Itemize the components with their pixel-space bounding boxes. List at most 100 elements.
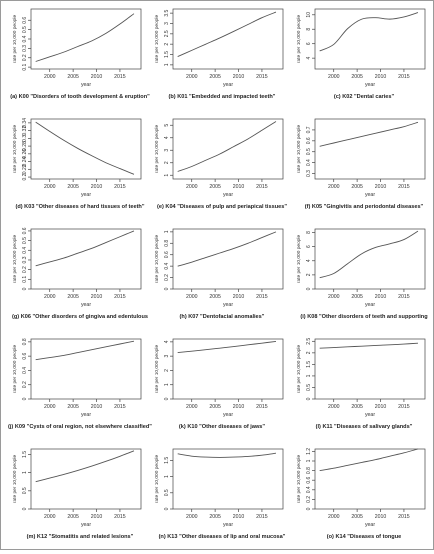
panel-caption: (e) K04 "Diseases of pulp and periapical… [157,204,287,210]
y-tick-label: 0.3 [306,170,312,177]
plot-frame [314,448,426,510]
x-tick-label: 2010 [233,74,245,80]
y-tick-label: 1.2 [306,448,312,455]
y-tick-label: 2 [306,351,312,354]
x-tick-label: 2015 [256,404,268,410]
y-tick-label: 0.8 [22,338,28,345]
y-tick-label: 0.5 [22,26,28,33]
plot-frame [30,338,142,400]
x-tick-label: 2000 [44,514,56,520]
y-axis-label: rate per 10,000 people [12,15,18,64]
y-tick-label: 1 [164,230,170,233]
panel-caption: (h) K07 "Dentofacial anomalies" [180,314,265,320]
y-tick-label: 1 [22,471,28,474]
y-tick-label: 1.5 [306,361,312,368]
y-tick-label: 0 [22,287,28,290]
y-tick-label: 6 [306,42,312,45]
chart-panel-5: 0.3 0.4 0.5 0.6 0.7 2000 2005 2010 2015 rate per … [296,118,426,210]
y-tick-label: 0 [306,397,312,400]
y-tick-label: 3 [164,355,170,358]
y-axis-label: rate per 10,000 people [12,345,18,394]
x-axis-label: year [223,82,233,88]
plot-frame [172,448,284,510]
plot-frame [172,8,284,70]
plot-frame [30,448,142,510]
series-line [177,340,277,354]
x-tick-label: 2015 [114,74,126,80]
y-tick-label: 0 [306,287,312,290]
x-tick-label: 2010 [91,74,103,80]
panel-caption: (c) K02 "Dental caries" [334,94,395,100]
x-axis-label: year [81,412,91,418]
plot-frame [172,228,284,290]
x-tick-label: 2015 [256,294,268,300]
x-tick-label: 2005 [67,74,79,80]
y-tick-label: 0.2 [22,54,28,61]
series-line [177,121,277,172]
plot-frame [172,338,284,400]
plot-frame [172,118,284,180]
x-tick-label: 2000 [186,514,198,520]
x-tick-label: 2010 [375,74,387,80]
plot-frame [30,118,142,180]
x-tick-label: 2010 [375,514,387,520]
x-axis-label: year [81,522,91,528]
x-tick-label: 2015 [398,404,410,410]
series-line [177,11,277,58]
y-tick-label: 0 [22,507,28,510]
y-tick-label: 10 [306,12,312,18]
x-tick-label: 2010 [91,404,103,410]
y-axis-label: rate per 10,000 people [296,15,302,64]
x-tick-label: 2000 [328,404,340,410]
y-tick-label: 4 [164,136,170,139]
y-tick-label: 0.3 [22,256,28,263]
x-tick-label: 2005 [209,184,221,190]
chart-panel-12: 0 0.5 1 1.5 2000 2005 2010 2015 rate per 10,000 … [12,448,142,540]
x-tick-label: 2005 [351,184,363,190]
x-axis-label: year [223,302,233,308]
y-tick-label: 0.1 [22,63,28,70]
y-tick-label: 1.5 [164,51,170,58]
panel-caption: (d) K03 "Other diseases of hard tissues … [15,204,144,210]
x-tick-label: 2000 [328,294,340,300]
y-tick-label: 0.3 [22,45,28,52]
y-tick-label: 0.34 [22,118,28,128]
x-tick-label: 2015 [256,74,268,80]
y-tick-label: 8 [306,28,312,31]
chart-panel-4: 1 2 3 4 5 2000 2005 2010 2015 rate per 10,000 peo… [154,118,287,210]
x-tick-label: 2000 [44,184,56,190]
x-tick-label: 2000 [328,74,340,80]
y-tick-label: 0.4 [306,486,312,493]
y-tick-label: 1 [306,374,312,377]
y-tick-label: 0.22 [22,164,28,174]
y-tick-label: 4 [164,340,170,343]
y-tick-label: 2 [164,161,170,164]
chart-panel-3: 0.20.220.240.260.280.30.320.34 2000 2005 20… [12,118,145,210]
y-tick-label: 0.1 [22,276,28,283]
series-line [35,230,135,267]
y-tick-label: 0.6 [22,227,28,234]
series-line [35,340,135,361]
x-tick-label: 2010 [91,294,103,300]
panel-caption: (g) K06 "Other disorders of gingiva and … [12,314,148,320]
chart-panel-7: 0 0.2 0.4 0.6 0.8 1 2000 2005 2010 2015 rate per 1… [154,228,284,320]
panel-caption: (i) K08 "Other disorders of teeth and su… [300,314,428,320]
x-tick-label: 2005 [209,294,221,300]
y-tick-label: 0.2 [22,381,28,388]
y-tick-label: 2 [164,369,170,372]
y-tick-label: 1 [164,63,170,66]
x-tick-label: 2010 [91,514,103,520]
x-tick-label: 2015 [114,184,126,190]
y-axis-label: rate per 10,000 people [12,455,18,504]
y-tick-label: 3 [164,22,170,25]
y-axis-label: rate per 10,000 people [296,455,302,504]
y-tick-label: 0.2 [306,496,312,503]
x-axis-label: year [223,412,233,418]
panel-caption: (b) K01 "Embedded and impacted teeth" [169,94,276,100]
x-tick-label: 2010 [233,184,245,190]
series-line [177,231,277,267]
y-tick-label: 0.26 [22,149,28,159]
y-tick-label: 1 [164,383,170,386]
x-axis-label: year [365,302,375,308]
